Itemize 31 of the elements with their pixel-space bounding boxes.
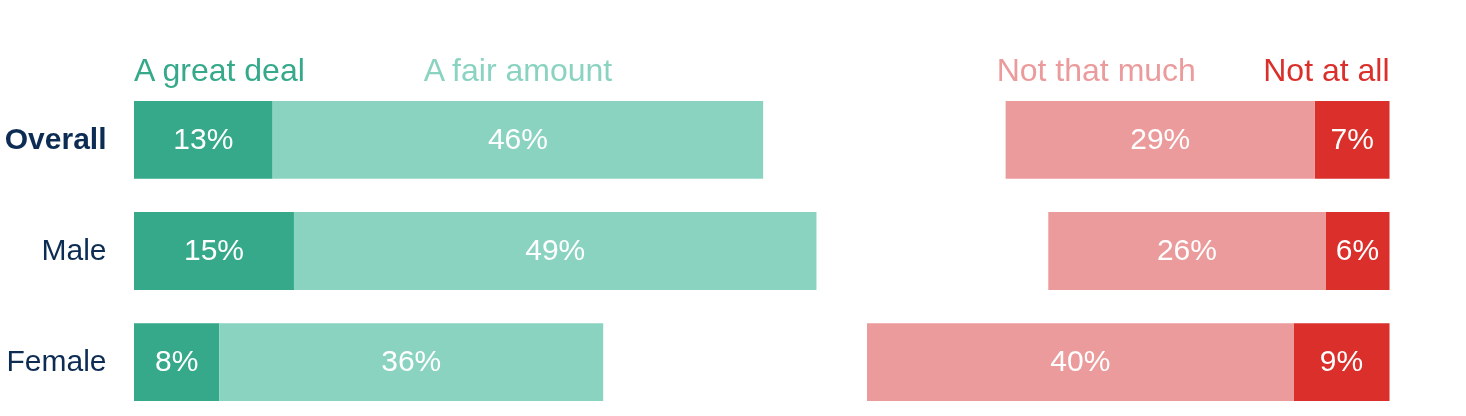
data-label: 29% bbox=[1130, 121, 1191, 155]
y-tick-label: Overall bbox=[4, 121, 107, 155]
bar bbox=[134, 323, 220, 401]
series-label: A great deal bbox=[134, 52, 305, 88]
y-tick-label: Male bbox=[41, 233, 107, 266]
series-label: Not that much bbox=[996, 52, 1196, 88]
bar bbox=[134, 101, 273, 179]
bar bbox=[1048, 212, 1326, 290]
data-label: 9% bbox=[1319, 344, 1364, 378]
bar bbox=[1314, 101, 1390, 179]
bar bbox=[1325, 212, 1390, 290]
data-label: 8% bbox=[154, 344, 199, 378]
data-label: 46% bbox=[487, 121, 548, 155]
data-label: 13% bbox=[173, 121, 234, 155]
data-label: 26% bbox=[1156, 233, 1217, 266]
bar bbox=[867, 323, 1294, 401]
bar bbox=[1005, 101, 1315, 179]
data-label: 7% bbox=[1330, 121, 1374, 155]
bar bbox=[293, 212, 817, 290]
series-label: Not at all bbox=[1263, 52, 1390, 88]
bar bbox=[272, 101, 764, 179]
bar bbox=[134, 212, 294, 290]
bar bbox=[219, 323, 604, 401]
bar bbox=[1293, 323, 1390, 401]
y-tick-label: Female bbox=[6, 344, 107, 378]
data-label: 36% bbox=[381, 344, 442, 378]
data-label: 15% bbox=[183, 233, 244, 266]
data-label: 40% bbox=[1050, 344, 1111, 378]
data-label: 6% bbox=[1335, 233, 1380, 266]
data-label: 49% bbox=[525, 233, 586, 266]
series-label: A fair amount bbox=[423, 52, 613, 88]
